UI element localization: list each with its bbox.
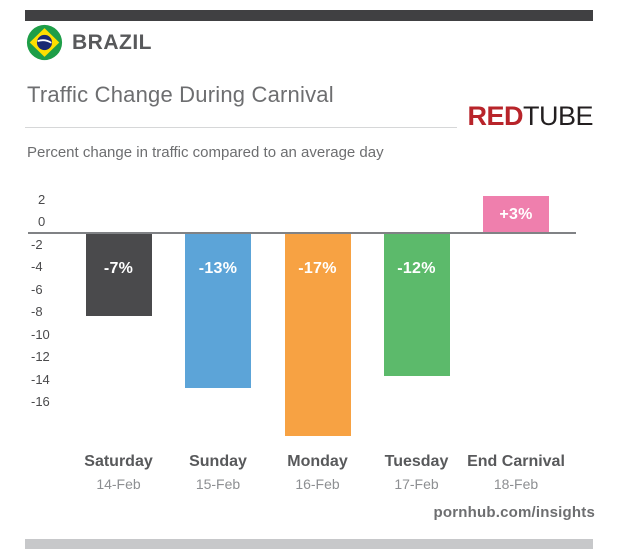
x-axis-category-label: End Carnival — [467, 453, 565, 470]
title-divider — [25, 127, 457, 128]
x-axis-category-label: Tuesday — [384, 453, 449, 470]
x-axis-category-label: Monday — [287, 453, 348, 470]
y-tick-label: -6 — [31, 281, 43, 297]
bar-tuesday: -12% — [383, 234, 450, 376]
header: BRAZIL — [26, 24, 152, 61]
y-tick-label: 2 — [38, 191, 46, 207]
y-tick-label: -8 — [31, 304, 43, 319]
brazil-flag-icon — [26, 24, 63, 61]
redtube-logo: REDTUBE — [467, 101, 593, 132]
bar-value-label: -13% — [198, 260, 238, 277]
bar-sunday: -13% — [185, 234, 251, 388]
redtube-logo-red: RED — [467, 101, 523, 131]
y-tick-label: -16 — [31, 394, 50, 409]
y-tick-label: -2 — [31, 236, 43, 252]
redtube-logo-tube: TUBE — [522, 101, 594, 131]
y-tick-label: -10 — [31, 326, 50, 342]
bar-value-label: +3% — [499, 206, 533, 223]
bar-end-carnival: +3% — [483, 196, 549, 232]
x-axis-date-label: 14-Feb — [96, 476, 141, 492]
x-axis-date-label: 16-Feb — [295, 476, 340, 492]
x-axis-date-label: 15-Feb — [195, 476, 241, 492]
page-title: Traffic Change During Carnival — [27, 82, 334, 107]
x-axis-date-label: 18-Feb — [493, 476, 539, 492]
x-axis-date-label: 17-Feb — [394, 476, 439, 492]
bar-value-label: -17% — [298, 260, 337, 277]
y-tick-label: -4 — [31, 259, 43, 274]
y-tick-label: -14 — [31, 371, 50, 387]
x-axis-category-label: Sunday — [189, 453, 247, 470]
y-tick-label: -12 — [31, 349, 50, 364]
country-label: BRAZIL — [72, 30, 152, 54]
chart-subtitle: Percent change in traffic compared to an… — [27, 144, 384, 161]
y-tick-label: 0 — [38, 214, 46, 229]
bar-value-label: -7% — [103, 260, 134, 277]
x-axis-category-label: Saturday — [84, 453, 153, 470]
bar-value-label: -12% — [397, 260, 436, 277]
top-accent-bar — [25, 10, 593, 21]
bar-monday: -17% — [284, 234, 351, 436]
bar-saturday: -7% — [85, 234, 152, 316]
zero-axis-line — [28, 232, 576, 234]
bottom-accent-bar — [25, 539, 593, 549]
source-url: pornhub.com/insights — [433, 504, 595, 521]
